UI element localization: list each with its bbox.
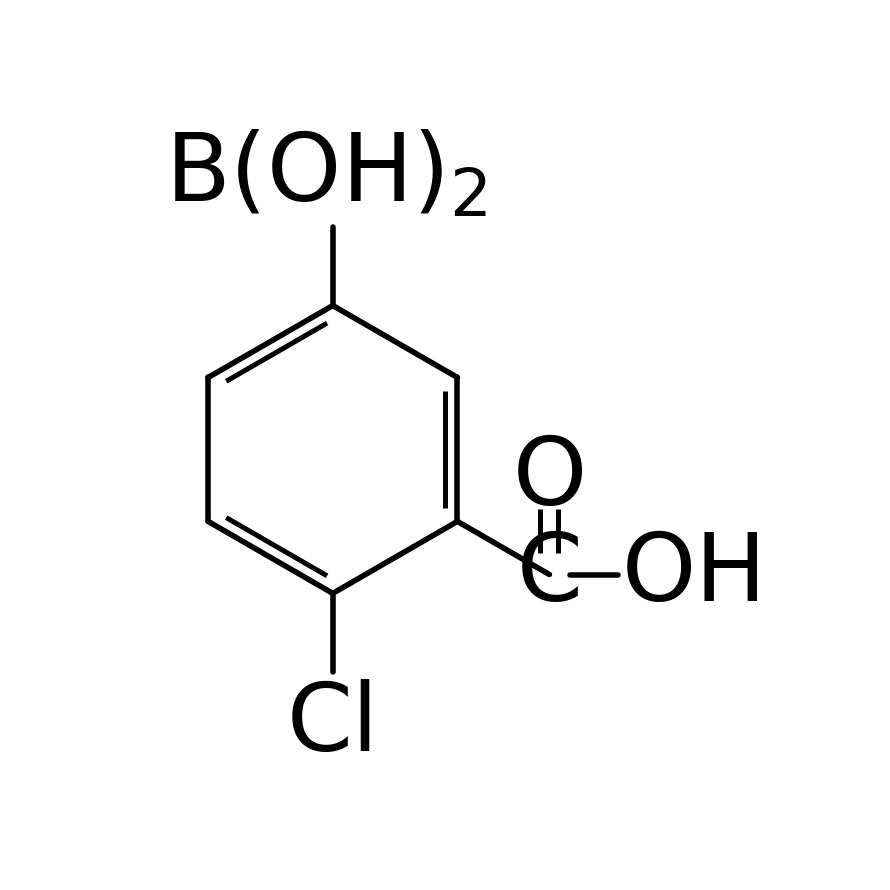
Text: Cl: Cl: [287, 679, 379, 771]
Text: B(OH)$_2$: B(OH)$_2$: [165, 129, 487, 222]
Text: C: C: [516, 529, 582, 620]
Text: OH: OH: [621, 529, 766, 620]
Text: O: O: [513, 433, 587, 524]
